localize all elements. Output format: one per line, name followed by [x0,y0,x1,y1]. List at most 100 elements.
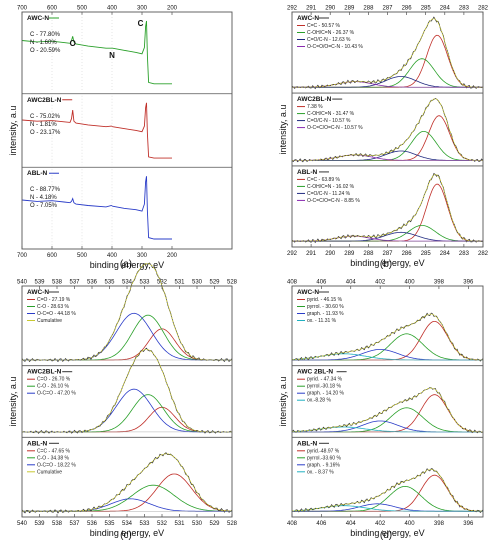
composition-label: C - 77.80% [30,32,61,38]
x-tick-label-top: 300 [137,6,148,12]
x-tick-label-top: 400 [405,280,416,286]
chart-panel-b: 292 291 290 289 288 287 286 285 284 283 282 292 291 2… [278,6,489,271]
panel-caption: (d) [380,530,392,541]
subpanel-1: AWC2BL-N7.38 %C-OH/C=N - 31.47 %C=O/C-N … [291,92,484,163]
x-tick-label: 289 [344,251,355,257]
x-tick-label-top: 200 [167,6,178,12]
x-tick-label: 402 [375,521,386,527]
x-tick-label: 286 [402,251,413,257]
x-tick-label-top: 289 [344,6,355,12]
legend-entry: graph. - 14.20 % [307,391,345,397]
legend-entry: O-C=O - 44.18 % [37,311,76,317]
component-peak-1 [22,394,232,433]
x-tick-label: 291 [306,251,317,257]
x-tick-label-top: 600 [47,6,58,12]
subpanel-0: AWC-NC=O - 27.19 %C-O - 28.63 %O-C=O - 4… [21,262,233,363]
composition-label: O - 20.59% [30,48,61,54]
x-tick-label: 535 [104,521,115,527]
component-peak-0 [22,406,232,433]
x-tick-label-top: 533 [139,280,150,286]
subpanel-title: AWC2BL-N [27,369,62,376]
subpanel-title: AWC-N [297,289,319,296]
legend-entry: ox. - 8.37 % [307,469,334,475]
x-tick-label-top: 531 [174,280,185,286]
y-axis-label: intensity, a.u [278,105,288,155]
x-tick-label: 531 [174,521,185,527]
legend-entry: graph. - 11.93 % [307,311,344,317]
x-tick-label: 539 [34,521,45,527]
x-tick-label-top: 290 [325,6,336,12]
x-tick-label-top: 398 [434,280,445,286]
component-peak-0 [292,474,483,512]
x-tick-label-top: 291 [306,6,317,12]
chart-panel-c: 540 539 538 537 536 535 534 533 532 531 530 529 528 5… [8,262,238,541]
legend-entry: C=C - 50.57 % [307,23,340,29]
x-tick-label: 300 [137,253,148,259]
x-tick-label-top: 396 [463,280,474,286]
x-tick-label: 536 [87,521,98,527]
plot-frame [291,11,484,248]
subpanel-title: ABL-N [297,169,318,176]
x-tick-label: 200 [167,253,178,259]
x-tick-label: 529 [209,521,220,527]
y-axis-label: intensity, a.u [278,377,288,427]
plot-frame [21,285,233,518]
subpanel-1: AWC2BL-N C - 75.02% N - 1.81% O - 23.17% [21,93,232,166]
x-tick-label-top: 292 [287,6,298,12]
x-tick-label-top: 283 [459,6,470,12]
experimental-spectrum [21,262,233,363]
legend-entry: C-O - 34.38 % [37,455,70,461]
legend-entry: ox.-8.28 % [307,398,331,404]
x-tick-label-top: 286 [402,6,413,12]
x-tick-label: 284 [440,251,451,257]
x-axis-label: binding energy, eV [90,528,164,538]
x-tick-label: 282 [478,251,489,257]
subpanel-title: ABL-N [27,170,48,177]
subpanel-title: AWC2BL-N [27,97,62,104]
cumulative-fit [291,387,483,433]
legend-entry: O-C=O - 47.20 % [37,391,76,397]
legend-entry: O-C=O - 18.22 % [37,462,76,468]
composition-label: N - 4.18% [30,195,57,201]
x-tick-label-top: 404 [346,280,357,286]
x-tick-label: 528 [227,521,238,527]
x-tick-label: 285 [421,251,432,257]
x-tick-label-top: 539 [34,280,45,286]
subpanel-1: AWC2BL-NC=O - 26.70 %C-O - 26.10 %O-C=O … [21,347,233,434]
component-peak-3 [291,426,483,433]
legend-entry: pyrid.-48.97 % [307,448,340,454]
legend-entry: Cumulative [37,318,62,324]
subpanel-0: AWC-NC=C - 50.57 %C-OH/C=N - 26.37 %C=O/… [291,15,484,90]
composition-label: O - 23.17% [30,130,61,136]
x-tick-label: 700 [17,253,28,259]
x-tick-label-top: 408 [287,280,298,286]
legend-entry: C-OH/C=N - 31.47 % [307,111,355,117]
legend-entry: C=O/C-N - 11.24 % [307,191,351,197]
x-tick-label-top: 402 [375,280,386,286]
peak-label-O: O [70,39,76,48]
panel-caption: (b) [380,259,392,270]
chart-panel-d: 408 406 404 402 400 398 396 408 406 404 402 400 398 3… [278,280,484,541]
legend-entry: C=O - 26.70 % [37,377,71,383]
legend-entry: O-C=C/O=C-N - 8.85 % [307,198,360,204]
x-tick-label: 396 [463,521,474,527]
x-tick-label: 537 [69,521,80,527]
x-tick-label: 288 [363,251,374,257]
y-axis-label: intensity, a.u [8,377,18,427]
x-tick-label: 500 [77,253,88,259]
subpanel-title: AWC-N [27,15,49,22]
series-line-AWC-N [21,20,172,85]
x-tick-label: 400 [107,253,118,259]
legend-entry: pyrrol.-33.60 % [307,455,341,461]
legend-entry: C=O/C-N - 10.57 % [307,118,351,124]
cumulative-fit [292,173,483,242]
composition-label: O - 7.05% [30,203,58,209]
x-tick-label-top: 529 [209,280,220,286]
x-tick-label: 540 [17,521,28,527]
cumulative-fit [292,468,483,512]
subpanel-2: ABL-NC=C - 47.65 %C-O - 34.38 %O-C=O - 1… [21,436,233,514]
legend-entry: C=O/C-N - 12.63 % [307,37,351,43]
